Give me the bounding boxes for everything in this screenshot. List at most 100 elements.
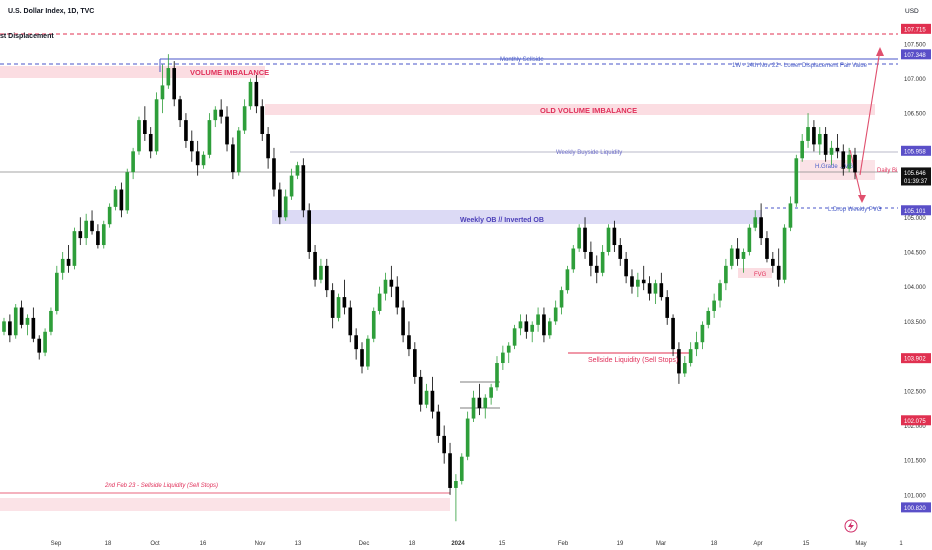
candle-body (688, 349, 693, 364)
candle-body (131, 151, 135, 173)
candle-body (776, 265, 781, 280)
candle-body (2, 321, 6, 332)
candle-body (459, 456, 464, 482)
candle-body (348, 307, 353, 336)
candle-body (55, 272, 59, 311)
time-tick-label: May (855, 541, 866, 547)
candle-body (483, 397, 488, 409)
weekly-buyside-label: Weekly Buyside Liquidity (556, 150, 622, 156)
candle-body (225, 116, 229, 145)
symbol-title[interactable]: U.S. Dollar Index, 1D, TVC (8, 8, 94, 15)
candle-body (342, 297, 347, 308)
candle-body (31, 317, 36, 339)
candle-body (430, 390, 435, 412)
indicator-title[interactable]: st Displacement (0, 33, 54, 40)
candle-body (536, 314, 540, 325)
weekly-ob-label: Weekly OB // Inverted OB (460, 217, 544, 224)
candle-body (495, 363, 499, 388)
price-badge-label: 103.902 (904, 357, 926, 363)
time-axis[interactable]: Sep 18 Oct 16 Nov 13 Dec 18 2024 15 Feb 19 Mar 18 Apr 1… (51, 541, 904, 547)
time-tick-label: Feb (558, 541, 569, 547)
candle-body (143, 120, 147, 134)
candle-body (829, 147, 834, 155)
price-badge-label: 100.820 (904, 506, 926, 512)
candle-body (682, 363, 687, 374)
candle-body (96, 231, 100, 246)
h-grade-zone (800, 160, 875, 180)
candle-body (160, 85, 165, 100)
candle-body (336, 297, 341, 318)
lightning-icon[interactable] (844, 519, 858, 533)
time-tick-label: Sep (51, 541, 62, 547)
candle-body (636, 279, 640, 287)
candle-body (788, 203, 793, 228)
candle-body (260, 106, 265, 134)
candle-body (501, 352, 505, 364)
time-tick-label: Dec (359, 541, 370, 547)
time-tick-label: Oct (150, 541, 160, 547)
candle-body (712, 300, 716, 311)
candle-body (201, 154, 206, 166)
candle-body (366, 338, 370, 367)
candle-body (647, 283, 652, 294)
candle-body (307, 210, 312, 252)
candle-body (606, 227, 611, 252)
level-lines (0, 33, 900, 494)
projection-up-arrowhead (876, 47, 884, 56)
volume-imbalance-zone (0, 66, 265, 78)
time-tick-label: 19 (617, 541, 624, 547)
candle-body (49, 310, 53, 332)
price-tick-label: 102.500 (904, 389, 926, 395)
old-volume-imbalance-zone (265, 104, 875, 115)
candle-body (278, 189, 282, 218)
price-badge-label: 107.715 (904, 27, 926, 33)
candle-body (671, 317, 675, 350)
candle-body (589, 251, 593, 266)
projection-up-line (859, 49, 881, 176)
price-badge-label: 105.101 (904, 209, 926, 215)
price-tick-label: 106.500 (904, 112, 926, 118)
time-tick-label: 13 (295, 541, 302, 547)
candle-body (401, 307, 405, 336)
candle-body (518, 321, 523, 329)
candle-body (148, 133, 153, 152)
annotations: VOLUME IMBALANCE OLD VOLUME IMBALANCE Mo… (104, 57, 897, 489)
price-tick-label: 107.000 (904, 77, 926, 83)
candle-body (694, 342, 699, 350)
projection-down-line (849, 149, 863, 201)
candle-body (835, 147, 840, 152)
candle-body (389, 279, 394, 287)
time-tick-label: Apr (753, 541, 762, 547)
candle-body (231, 144, 235, 173)
candle-body (125, 172, 130, 211)
candle-body (442, 435, 446, 454)
candle-body (219, 109, 223, 117)
candle-body (119, 189, 124, 211)
candle-body (665, 297, 670, 318)
price-axis-bg (898, 16, 932, 540)
candle-body (172, 68, 177, 100)
time-tick-label: 1 (899, 541, 903, 547)
candle-body (66, 258, 71, 266)
candle-body (207, 120, 212, 155)
price-badge (901, 49, 931, 60)
candle-body (330, 290, 335, 318)
candle-body (771, 258, 775, 266)
candle-body (624, 258, 628, 277)
candle-body (706, 310, 711, 325)
candle-body (847, 154, 851, 169)
candle-body (565, 269, 570, 291)
zones (0, 66, 875, 511)
price-axis[interactable]: 101.000101.500102.000102.500103.000103.5… (898, 16, 932, 540)
candle-body (195, 151, 200, 166)
candle-body (542, 314, 546, 336)
candles (2, 54, 857, 522)
candle-body (360, 349, 364, 367)
candle-body (272, 158, 276, 190)
candle-body (612, 227, 617, 246)
candle-body (724, 265, 728, 284)
candle-body (471, 397, 476, 419)
candle-body (407, 335, 411, 350)
price-tick-label: 103.500 (904, 320, 926, 326)
